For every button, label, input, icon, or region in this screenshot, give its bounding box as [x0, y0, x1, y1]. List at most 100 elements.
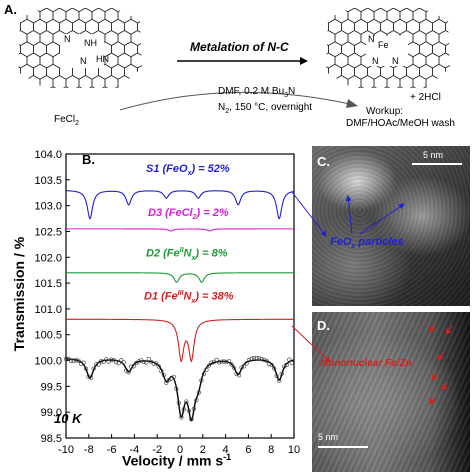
x-tick-label: 0 — [177, 444, 183, 456]
panel-d-label: D. — [317, 318, 330, 333]
data-point — [86, 374, 91, 379]
x-tick-label: -2 — [152, 444, 162, 456]
data-point — [131, 364, 136, 369]
data-point — [114, 359, 119, 365]
scale-label-c: 5 nm — [423, 150, 444, 160]
arrow-atom-4 — [431, 371, 439, 381]
reagent-fecl2: FeCl2 — [54, 114, 80, 127]
data-point — [159, 369, 164, 374]
arrow-atom-1 — [429, 323, 437, 333]
data-point — [66, 356, 71, 361]
nh-label: NH — [84, 38, 97, 48]
n-label-r2: N — [392, 56, 399, 66]
data-point — [194, 398, 199, 403]
data-point — [272, 366, 277, 371]
y-tick-label: 103.5 — [34, 175, 62, 187]
data-point — [83, 366, 89, 371]
data-point — [78, 361, 84, 367]
arrow-feox-2 — [359, 203, 405, 235]
data-point — [254, 356, 259, 361]
y-tick-label: 100.5 — [34, 330, 62, 342]
reaction-title: Metalation of N-C — [190, 40, 289, 54]
data-point — [262, 357, 267, 362]
data-point — [196, 390, 202, 395]
tem-image-c — [312, 146, 470, 306]
data-point — [119, 358, 124, 363]
data-point — [206, 363, 212, 368]
data-point — [176, 400, 181, 405]
data-point — [109, 357, 114, 362]
data-point — [81, 360, 86, 365]
data-point — [241, 364, 247, 369]
data-point — [154, 361, 159, 366]
data-point — [88, 375, 94, 380]
x-tick-label: -6 — [107, 444, 117, 456]
data-point — [146, 356, 151, 362]
x-tick-label: 10 — [288, 444, 300, 456]
x-axis-title: Velocity / mm s-1 — [122, 452, 232, 469]
data-point — [164, 380, 169, 385]
scale-bar-c — [412, 163, 462, 165]
mossbauer-chart: 98.599.099.5100.0100.5101.0101.5102.0102… — [34, 149, 300, 456]
data-point — [121, 360, 126, 365]
x-tick-label: -10 — [58, 444, 74, 456]
data-point — [199, 378, 204, 383]
data-point — [101, 359, 106, 364]
data-point — [91, 366, 96, 371]
data-point — [211, 359, 217, 365]
y-tick-label: 101.5 — [34, 278, 62, 290]
panel-a-label: A. — [4, 2, 17, 17]
data-point — [76, 358, 81, 363]
data-point — [287, 357, 292, 362]
data-point — [141, 359, 146, 365]
arrow-d1-to-d — [291, 325, 331, 363]
data-point — [257, 356, 262, 361]
y-tick-label: 103.0 — [34, 201, 62, 213]
series-line-d3 — [66, 228, 294, 232]
x-tick-label: 4 — [223, 444, 229, 456]
data-point — [214, 357, 219, 362]
panel-b-label: B. — [82, 152, 95, 167]
data-point — [249, 356, 254, 362]
arrow-atom-3 — [437, 351, 445, 361]
data-point — [216, 360, 222, 365]
data-point — [239, 365, 244, 370]
x-tick-label: -4 — [130, 444, 140, 456]
data-point — [93, 362, 99, 367]
y-tick-label: 99.5 — [41, 381, 62, 393]
data-point — [184, 399, 189, 404]
y-tick-label: 100.0 — [34, 356, 62, 368]
data-point — [267, 362, 272, 367]
data-point — [174, 386, 179, 391]
data-point — [226, 358, 232, 364]
x-tick-label: 2 — [200, 444, 206, 456]
data-point — [63, 356, 69, 361]
data-point — [259, 356, 264, 362]
data-point — [252, 355, 257, 361]
data-point — [181, 407, 186, 412]
data-point — [151, 361, 156, 366]
haadf-image-d — [312, 312, 470, 472]
data-point — [231, 365, 237, 370]
arrow-s1-to-c — [291, 191, 327, 237]
n-label-r1: N — [368, 34, 375, 44]
feox-annotation: FeOx particles — [330, 236, 404, 251]
data-point — [71, 358, 76, 363]
data-point — [221, 359, 227, 364]
y-tick-label: 99.0 — [41, 407, 62, 419]
reagent-curve-arrow — [119, 91, 358, 111]
arrow-feox-1 — [345, 195, 353, 235]
arrow-atom-5 — [441, 381, 449, 391]
data-point — [68, 358, 74, 364]
data-point — [264, 358, 269, 363]
data-point — [289, 360, 294, 366]
y-tick-label: 98.5 — [41, 433, 62, 445]
series-label-d1: D1 (FeIIINx) = 38% — [144, 290, 234, 305]
data-point — [99, 359, 104, 364]
data-point — [171, 374, 176, 380]
data-point — [144, 360, 149, 365]
x-tick-label: 6 — [245, 444, 251, 456]
condition-solvent: DMF, 0.2 M Bu3N — [218, 86, 296, 99]
hn-label: HN — [96, 54, 109, 64]
data-point — [229, 362, 234, 367]
